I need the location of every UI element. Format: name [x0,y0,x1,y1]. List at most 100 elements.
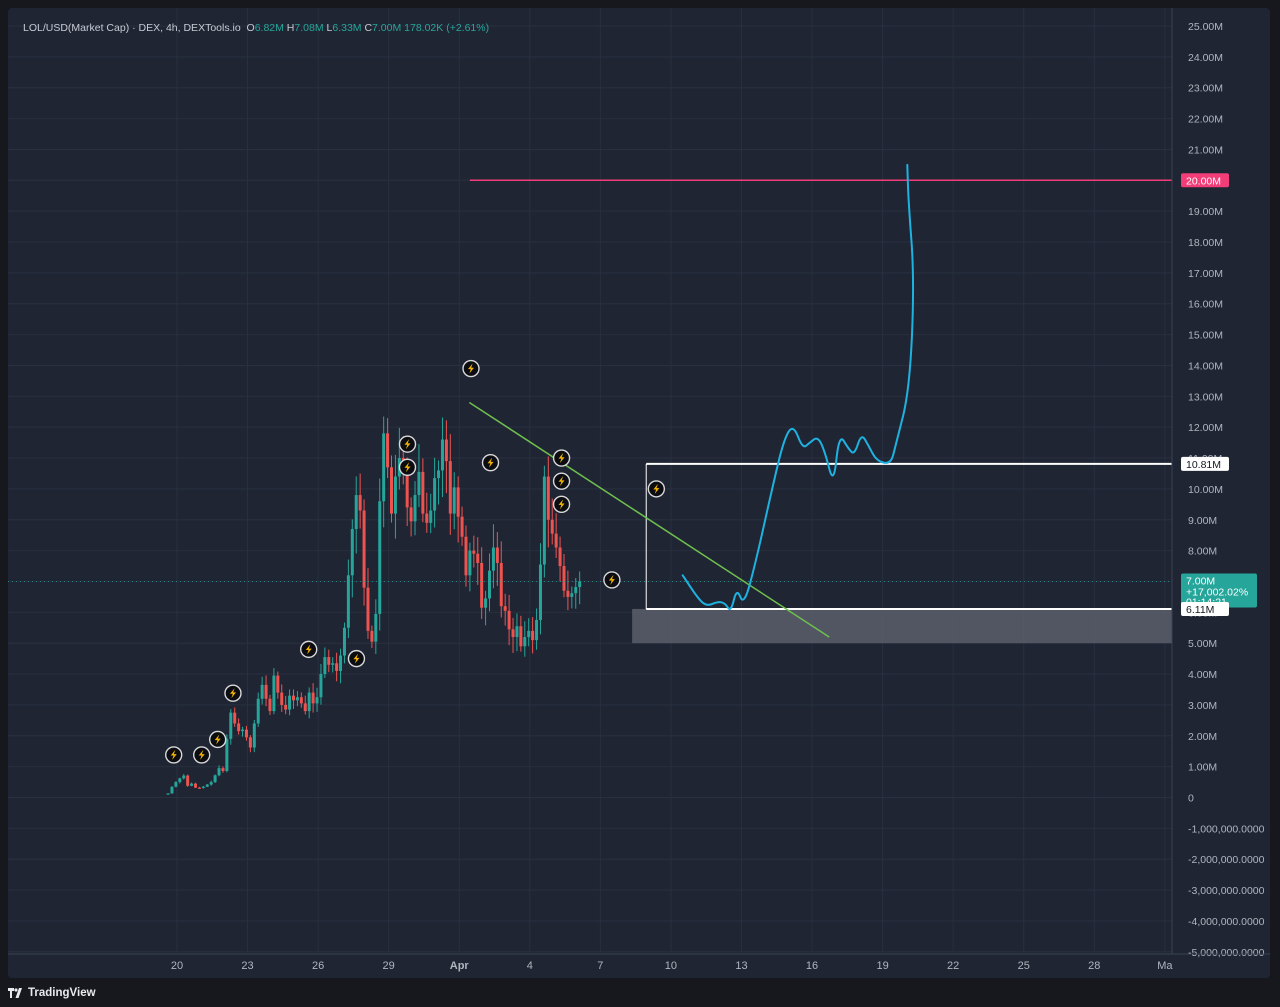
candle-body[interactable] [272,675,276,712]
candle-body[interactable] [197,787,201,789]
candle-body[interactable] [382,433,386,502]
lightning-marker-icon[interactable] [552,449,571,467]
candle-body[interactable] [303,703,307,712]
candle-body[interactable] [578,581,582,588]
candle-body[interactable] [393,476,397,514]
candle-body[interactable] [456,487,460,517]
candle-body[interactable] [362,510,366,588]
candle-body[interactable] [570,593,574,597]
candle-body[interactable] [535,620,539,641]
candle-body[interactable] [260,684,264,699]
candle-body[interactable] [288,695,292,710]
candle-body[interactable] [323,657,327,675]
candle-body[interactable] [170,786,174,794]
candle-body[interactable] [444,439,448,462]
candle-body[interactable] [480,562,484,608]
lightning-marker-icon[interactable] [647,480,666,498]
candle-body[interactable] [276,675,280,693]
candle-body[interactable] [284,704,288,710]
zone-bottom-price-label[interactable]: 6.11M [1181,601,1229,616]
candle-body[interactable] [233,712,237,724]
candle-body[interactable] [531,630,535,641]
candle-body[interactable] [299,697,303,704]
candle-body[interactable] [315,697,319,704]
candle-body[interactable] [468,550,472,576]
resistance-price-label[interactable]: 20.00M [1181,173,1229,188]
candle-body[interactable] [452,487,456,514]
descending-trendline[interactable] [468,401,830,638]
candle-body[interactable] [229,712,233,739]
symbol-name[interactable]: LOL/USD(Market Cap) [23,22,130,34]
candle-body[interactable] [331,663,335,665]
projection-path[interactable] [681,163,915,610]
candle-body[interactable] [307,692,311,712]
lightning-marker-icon[interactable] [552,472,571,490]
lightning-marker-icon[interactable] [347,649,366,668]
candle-body[interactable] [186,775,190,786]
candle-body[interactable] [237,723,241,732]
lightning-marker-icon[interactable] [224,684,242,702]
chart-panel[interactable]: 25.00M 24.00M 23.00M 22.00M 21.00M 20.00M 19.0… [8,8,1270,978]
candle-body[interactable] [488,570,492,599]
candle-body[interactable] [503,606,507,611]
candle-body[interactable] [244,729,248,738]
candle-body[interactable] [542,476,546,565]
candle-body[interactable] [546,476,550,520]
candle-body[interactable] [256,698,260,724]
candle-body[interactable] [515,626,519,638]
candle-body[interactable] [346,575,350,628]
candle-body[interactable] [440,439,444,471]
candle-body[interactable] [574,587,578,594]
candle-body[interactable] [174,782,178,787]
candle-body[interactable] [221,768,225,771]
candle-body[interactable] [405,473,409,508]
candle-body[interactable] [386,433,390,468]
lightning-marker-icon[interactable] [165,746,183,764]
candle-body[interactable] [241,729,245,732]
candle-body[interactable] [327,657,331,665]
candle-body[interactable] [433,478,437,511]
candle-body[interactable] [464,536,468,576]
candle-body[interactable] [264,684,268,699]
candle-body[interactable] [554,533,558,548]
candle-body[interactable] [366,587,370,631]
candle-body[interactable] [523,637,527,647]
candle-body[interactable] [448,461,452,514]
candle-body[interactable] [354,495,358,530]
candle-body[interactable] [558,547,562,567]
candle-body[interactable] [511,629,515,638]
candle-body[interactable] [550,519,554,534]
candle-body[interactable] [194,783,198,788]
candle-body[interactable] [472,550,476,554]
candle-body[interactable] [413,495,417,522]
candle-body[interactable] [374,613,378,642]
candle-body[interactable] [378,501,382,614]
candle-body[interactable] [425,513,429,523]
candle-body[interactable] [335,663,339,671]
candle-body[interactable] [421,471,425,514]
candle-body[interactable] [209,782,213,785]
candle-body[interactable] [484,598,488,608]
candle-body[interactable] [527,630,531,638]
candle-body[interactable] [178,778,182,783]
candle-body[interactable] [217,768,221,776]
lightning-marker-icon[interactable] [552,495,571,514]
candle-body[interactable] [182,775,186,779]
lightning-marker-icon[interactable] [300,640,318,659]
candle-body[interactable] [268,698,272,712]
candle-body[interactable] [562,566,566,591]
lightning-marker-icon[interactable] [398,458,417,476]
tradingview-logo-icon[interactable] [8,988,24,998]
candle-body[interactable] [519,626,523,647]
candle-body[interactable] [460,516,464,537]
candle-body[interactable] [295,697,299,701]
candle-body[interactable] [248,737,252,748]
lightning-marker-icon[interactable] [481,453,500,472]
candle-body[interactable] [417,471,421,496]
candle-body[interactable] [409,507,413,522]
zone-top-price-label[interactable]: 10.81M [1181,456,1229,471]
candle-body[interactable] [538,564,542,621]
candle-body[interactable] [213,775,217,783]
lightning-marker-icon[interactable] [398,435,417,453]
candle-body[interactable] [190,783,194,786]
